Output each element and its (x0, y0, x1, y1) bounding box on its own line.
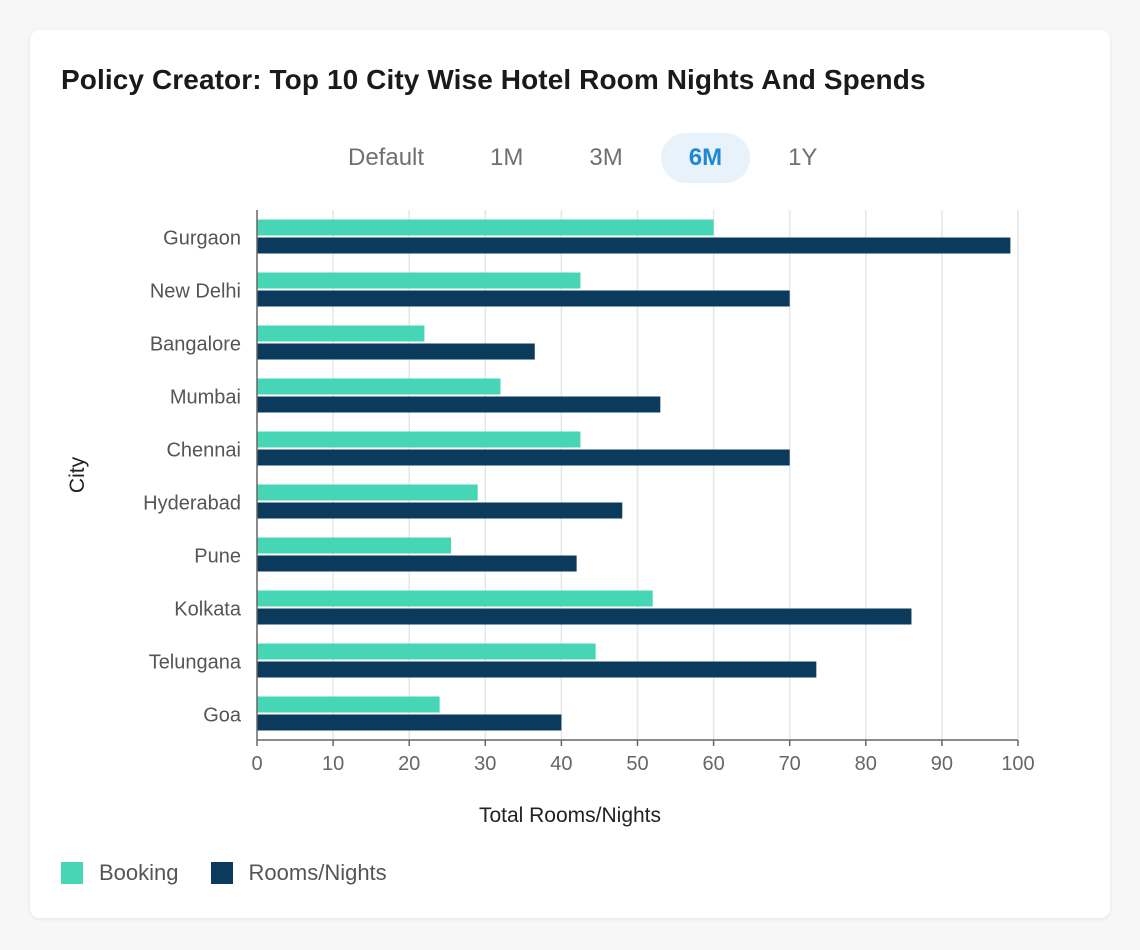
legend-swatch-booking (61, 862, 83, 884)
x-tick-label: 50 (626, 753, 648, 775)
x-tick-label: 80 (855, 753, 877, 775)
bar-booking (257, 537, 452, 554)
chart-legend: Booking Rooms/Nights (61, 860, 419, 886)
bar-booking (257, 484, 478, 501)
bar-rooms-nights (257, 608, 912, 625)
y-tick-label: Telungana (149, 652, 242, 674)
y-axis-label: City (66, 456, 89, 493)
legend-swatch-rooms-nights (210, 862, 233, 884)
tab-default[interactable]: Default (348, 144, 425, 171)
bar-booking (257, 272, 581, 289)
bar-rooms-nights (257, 396, 661, 413)
tab-1y[interactable]: 1Y (788, 144, 818, 171)
legend-label-rooms-nights: Rooms/Nights (248, 860, 387, 885)
bar-booking (257, 643, 596, 660)
bar-rooms-nights (257, 290, 790, 307)
y-tick-label: New Delhi (150, 281, 241, 303)
x-tick-label: 0 (251, 753, 262, 775)
legend-label-booking: Booking (99, 860, 179, 885)
chart-card: Policy Creator: Top 10 City Wise Hotel R… (30, 30, 1110, 918)
x-tick-label: 20 (398, 753, 420, 775)
x-tick-label: 100 (1001, 753, 1034, 775)
bar-booking (257, 378, 501, 395)
y-tick-label: Mumbai (170, 387, 241, 409)
y-tick-label: Goa (203, 705, 242, 727)
bar-rooms-nights (257, 237, 1011, 254)
bar-booking (257, 590, 653, 607)
y-tick-label: Hyderabad (143, 493, 241, 515)
legend-item-booking[interactable]: Booking (61, 860, 179, 886)
tab-3m[interactable]: 3M (589, 144, 623, 171)
x-axis-label: Total Rooms/Nights (479, 804, 661, 827)
tab-1m[interactable]: 1M (490, 144, 524, 171)
y-tick-label: Gurgaon (163, 228, 241, 250)
bar-rooms-nights (257, 555, 577, 572)
bar-chart: Gurgaon New Delhi Bangalore Mumbai Chennai Hy… (66, 210, 1035, 827)
bar-rooms-nights (257, 714, 562, 731)
x-tick-label: 90 (931, 753, 953, 775)
bar-booking (257, 696, 440, 713)
x-tick-label: 60 (702, 753, 724, 775)
tab-6m[interactable]: 6M (660, 133, 751, 183)
x-tick-label: 30 (474, 753, 496, 775)
y-tick-label: Kolkata (174, 599, 242, 621)
period-tabs: Default 1M 3M 6M 1Y (320, 133, 855, 183)
x-tick-label: 40 (550, 753, 572, 775)
bar-booking (257, 219, 714, 236)
bar-rooms-nights (257, 449, 790, 466)
x-tick-label: 10 (322, 753, 344, 775)
bar-rooms-nights (257, 502, 623, 519)
y-tick-label: Bangalore (150, 334, 241, 356)
bar-booking (257, 325, 425, 342)
bar-rooms-nights (257, 661, 817, 678)
y-tick-label: Chennai (166, 440, 241, 462)
legend-item-rooms-nights[interactable]: Rooms/Nights (210, 860, 387, 886)
bar-booking (257, 431, 581, 448)
x-tick-label: 70 (779, 753, 801, 775)
y-tick-label: Pune (194, 546, 241, 568)
bar-rooms-nights (257, 343, 535, 360)
chart-title: Policy Creator: Top 10 City Wise Hotel R… (61, 64, 926, 95)
